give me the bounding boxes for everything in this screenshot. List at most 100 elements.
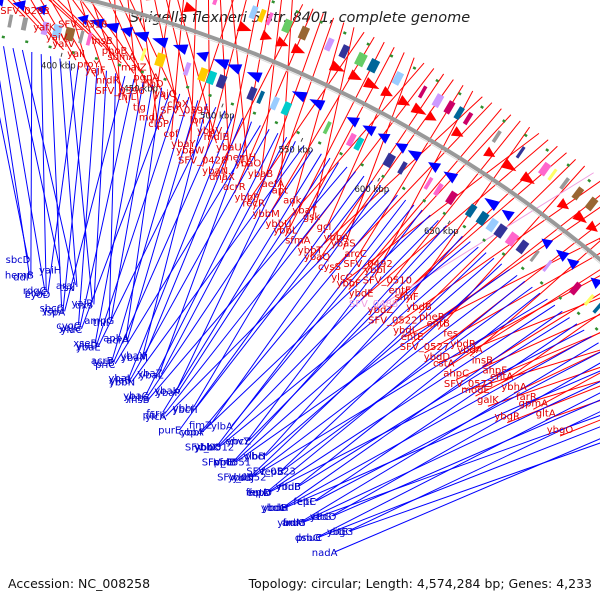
- kbp-tick-label: 650 kbp: [424, 227, 459, 237]
- gc-dot: [252, 111, 257, 115]
- reverse-label-connector: [130, 129, 270, 380]
- gc-dot: [442, 211, 447, 216]
- reverse-label-connector: [200, 194, 398, 432]
- forward-gene-label: aefA: [262, 179, 285, 190]
- reverse-label-connector: [96, 93, 181, 345]
- reverse-gene-arrow: [346, 117, 361, 128]
- reverse-label-connector: [62, 65, 89, 310]
- forward-gene-label: proY: [77, 59, 100, 70]
- feature-tracks: [0, 0, 600, 331]
- reverse-gene-label: ppiB: [214, 458, 236, 469]
- reverse-cog-block: [215, 74, 228, 90]
- reverse-gene-arrow: [152, 37, 169, 49]
- forward-gene-label: ybdR: [450, 339, 476, 350]
- reverse-label-connector: [111, 96, 190, 361]
- forward-label-connector: [202, 0, 247, 167]
- reverse-label-connector: [317, 392, 600, 538]
- forward-gene-label: yajF: [85, 66, 106, 77]
- reverse-label-connector: [202, 214, 431, 432]
- reverse-gene-label: cyoD: [25, 290, 51, 301]
- reverse-label-connector: [94, 81, 144, 343]
- forward-gene-label: gsk: [303, 212, 321, 223]
- forward-gene-label: SFV_0395: [160, 105, 209, 116]
- reverse-gene-arrow: [35, 4, 47, 16]
- forward-label-connector: [67, 0, 89, 71]
- reverse-label-connector: [30, 52, 33, 277]
- reverse-gene-label: citE: [329, 527, 348, 538]
- forward-label-connector: [18, 0, 64, 51]
- forward-label-connector: [436, 297, 600, 364]
- reverse-cog-block: [445, 190, 459, 206]
- forward-label-connector: [309, 96, 483, 258]
- reverse-cog-block: [205, 70, 218, 86]
- forward-cog-block: [248, 5, 259, 20]
- reverse-gene-label: acrA: [106, 335, 129, 346]
- forward-gene-label: ybgO: [547, 425, 574, 436]
- forward-gene-arrow: [397, 95, 411, 106]
- gc-dot: [230, 102, 235, 106]
- forward-gene-label: SFV_0522: [368, 315, 417, 326]
- forward-cog-block: [584, 196, 599, 212]
- accession-text: Accession: NC_008258: [8, 576, 150, 591]
- reverse-label-connector: [334, 438, 600, 553]
- reverse-gene-label: fsr: [146, 408, 160, 419]
- gc-dot: [366, 42, 371, 46]
- forward-gene-label: ybaO: [235, 159, 261, 170]
- forward-gene-label: ahpC: [443, 369, 469, 380]
- forward-label-connector: [513, 351, 600, 394]
- forward-label-connector: [48, 0, 84, 31]
- map-title: Shigella flexneri 5 str. 8401, complete …: [130, 10, 470, 26]
- reverse-label-connector: [282, 286, 533, 472]
- genome-backbone: [81, 0, 600, 263]
- reverse-label-connector: [59, 58, 78, 287]
- reverse-gene-label: ybaM: [121, 353, 148, 364]
- forward-label-connector: [348, 108, 502, 290]
- reverse-cog-block: [475, 210, 490, 227]
- forward-gene-arrow: [183, 1, 198, 13]
- forward-gene-label: entB: [427, 318, 450, 329]
- forward-gene-label: ybdB: [406, 302, 432, 313]
- reverse-cog-block: [20, 17, 29, 31]
- gc-dot: [520, 266, 525, 271]
- forward-label-connector: [208, 0, 211, 137]
- forward-gene-label: SFV_0492: [343, 259, 392, 270]
- gene-labels: SFV_0283 yafK yafV SFV_0316 insB sbmA yaiV yaiI…: [0, 6, 573, 559]
- forward-gene-label: gcl: [317, 222, 332, 233]
- forward-gene-label: entE: [401, 332, 424, 343]
- reverse-gene-label: tesB: [93, 358, 115, 369]
- reverse-gene-label: ybbO: [195, 443, 222, 454]
- reverse-label-connector: [128, 114, 235, 378]
- forward-label-connector: [260, 0, 282, 180]
- backbone-highlight: [75, 0, 600, 265]
- reverse-gene-arrow: [120, 26, 134, 38]
- forward-gene-label: nrdR: [96, 76, 120, 87]
- reverse-cog-block: [423, 176, 434, 190]
- forward-gene-label: ahpF: [482, 365, 507, 376]
- reverse-cog-block: [246, 86, 258, 101]
- reverse-gene-label: purK: [143, 410, 167, 421]
- reverse-cog-block: [322, 121, 332, 135]
- reverse-cog-block: [493, 223, 508, 239]
- forward-label-connector: [291, 22, 345, 207]
- reverse-gene-label: SFV_0551: [202, 458, 251, 469]
- reverse-label-connector: [47, 63, 80, 295]
- kbp-tick-mark: [143, 75, 147, 81]
- forward-gene-label: ybdZ: [368, 305, 394, 316]
- reverse-gene-arrow: [555, 249, 570, 262]
- forward-label-connector: [373, 172, 594, 311]
- gc-dot: [594, 327, 599, 331]
- reverse-gene-label: ybaZ: [137, 368, 162, 379]
- forward-label-connector: [154, 0, 179, 111]
- reverse-label-connector: [286, 370, 600, 508]
- forward-cog-block: [338, 44, 351, 59]
- forward-gene-label: modE: [461, 385, 490, 396]
- reverse-label-connector: [299, 317, 570, 487]
- forward-label-connector: [165, 0, 198, 127]
- kbp-tick-label: 550 kbp: [279, 146, 314, 156]
- forward-label-connector: [335, 79, 454, 244]
- forward-gene-label: lon: [190, 116, 205, 127]
- forward-gene-label: recR: [242, 199, 265, 210]
- reverse-gene-label: ybaK: [154, 386, 179, 397]
- forward-cog-block: [453, 106, 465, 121]
